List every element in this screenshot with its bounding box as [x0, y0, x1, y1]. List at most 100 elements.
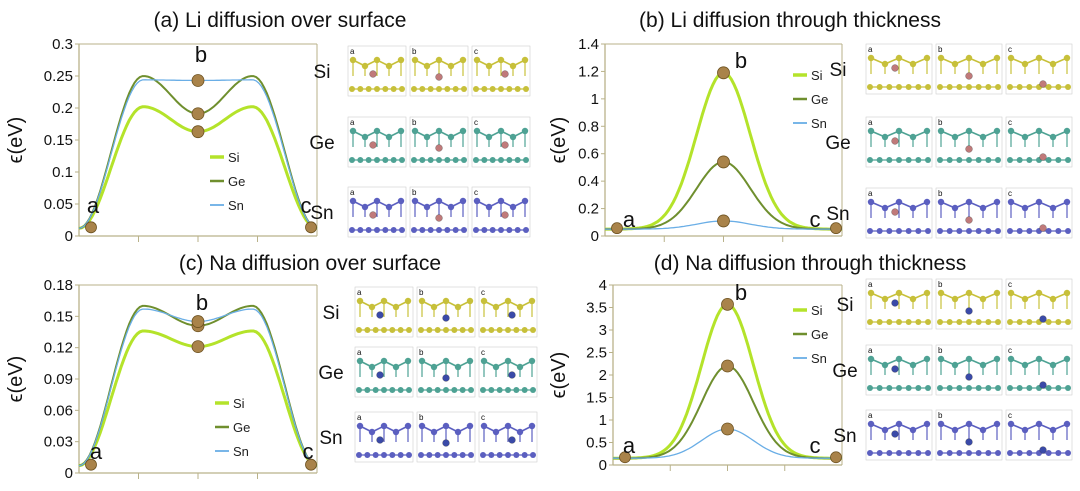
ion-atom — [442, 439, 450, 447]
atom — [895, 355, 903, 363]
atom — [447, 62, 455, 70]
thumbnail-label: c — [1008, 411, 1012, 420]
ion-atom — [891, 64, 899, 72]
atom — [485, 62, 493, 70]
ion-atom — [965, 373, 973, 381]
atom — [993, 289, 1001, 297]
ion-atom — [435, 73, 443, 81]
thumbnail-label: a — [350, 47, 355, 56]
atom — [909, 361, 917, 369]
atom — [867, 355, 875, 363]
ion-atom — [508, 436, 516, 444]
atom — [356, 297, 364, 305]
atom — [993, 198, 1001, 206]
ion-atom — [369, 211, 377, 219]
atom — [923, 289, 931, 297]
element-label-sn: Sn — [826, 204, 849, 225]
point-label-c: c — [303, 439, 314, 464]
thumbnail-label: a — [357, 348, 362, 357]
atom — [979, 361, 987, 369]
atom — [361, 203, 369, 211]
atom — [442, 357, 450, 365]
atom — [509, 133, 517, 141]
thumbnail-label: b — [419, 288, 424, 297]
atom — [492, 363, 500, 371]
atom — [418, 422, 426, 430]
structure-thumbnail: a — [865, 43, 933, 95]
atom — [528, 422, 536, 430]
ion-atom — [965, 438, 973, 446]
atom — [1021, 60, 1029, 68]
ion-atom — [501, 141, 509, 149]
atom — [497, 197, 505, 205]
ion-atom — [891, 208, 899, 216]
thumbnail-label: c — [481, 288, 485, 297]
structure-thumbnail: c — [1005, 409, 1073, 461]
thumbnail-label: b — [938, 280, 943, 289]
thumbnail-label: b — [938, 118, 943, 127]
structure-thumbnail: b — [935, 116, 1003, 168]
atom — [459, 56, 467, 64]
atom — [385, 203, 393, 211]
atom — [466, 357, 474, 365]
atom — [466, 297, 474, 305]
ion-atom — [508, 371, 516, 379]
y-tick-label: 0.2 — [578, 201, 599, 218]
y-axis-label: ϵ(eV) — [5, 356, 27, 403]
y-tick-label: 0 — [65, 228, 73, 245]
atom — [979, 60, 987, 68]
element-label-ge: Ge — [318, 363, 343, 384]
thumbnail-label: b — [419, 348, 424, 357]
atom — [965, 355, 973, 363]
atom — [368, 363, 376, 371]
ion-atom — [442, 374, 450, 382]
thumbnail-label: b — [412, 188, 417, 197]
energy-marker — [717, 155, 730, 169]
ion-atom — [891, 137, 899, 145]
structure-thumbnail: b — [416, 411, 476, 463]
y-tick-label: 0.8 — [578, 118, 599, 135]
atom — [361, 62, 369, 70]
energy-marker-end — [305, 221, 317, 234]
ion-atom — [1039, 80, 1047, 88]
structure-thumbnail: a — [347, 45, 407, 97]
atom — [895, 127, 903, 135]
atom — [447, 203, 455, 211]
atom — [392, 363, 400, 371]
atom — [895, 198, 903, 206]
legend-label-sn: Sn — [811, 116, 827, 131]
atom — [385, 133, 393, 141]
point-label-a: a — [90, 439, 103, 464]
thumbnail-label: a — [357, 288, 362, 297]
atom — [979, 295, 987, 303]
point-label-b: b — [735, 280, 747, 305]
structure-thumbnail: a — [354, 346, 414, 398]
structure-thumbnail: c — [478, 411, 538, 463]
structure-thumbnail: a — [865, 187, 933, 239]
thumbnail-label: c — [1008, 189, 1012, 198]
ion-atom — [965, 72, 973, 80]
structure-thumbnail: b — [935, 409, 1003, 461]
atom — [418, 297, 426, 305]
y-tick-label: 0 — [591, 228, 599, 245]
atom — [867, 289, 875, 297]
ion-atom — [891, 430, 899, 438]
thumbnail-label: a — [868, 189, 873, 198]
atom — [454, 363, 462, 371]
y-tick-label: 0.15 — [44, 308, 73, 325]
atom — [411, 197, 419, 205]
thumbnail-label: a — [868, 346, 873, 355]
y-tick-label: 1.2 — [578, 63, 599, 80]
element-label-sn: Sn — [319, 428, 342, 449]
title-panel-a: (a) Li diffusion over surface — [154, 9, 407, 32]
atom — [349, 56, 357, 64]
atom — [1007, 420, 1015, 428]
atom — [504, 422, 512, 430]
ion-atom — [501, 211, 509, 219]
atom — [373, 56, 381, 64]
atom — [965, 54, 973, 62]
atom — [867, 54, 875, 62]
atom — [965, 198, 973, 206]
ion-atom — [369, 141, 377, 149]
